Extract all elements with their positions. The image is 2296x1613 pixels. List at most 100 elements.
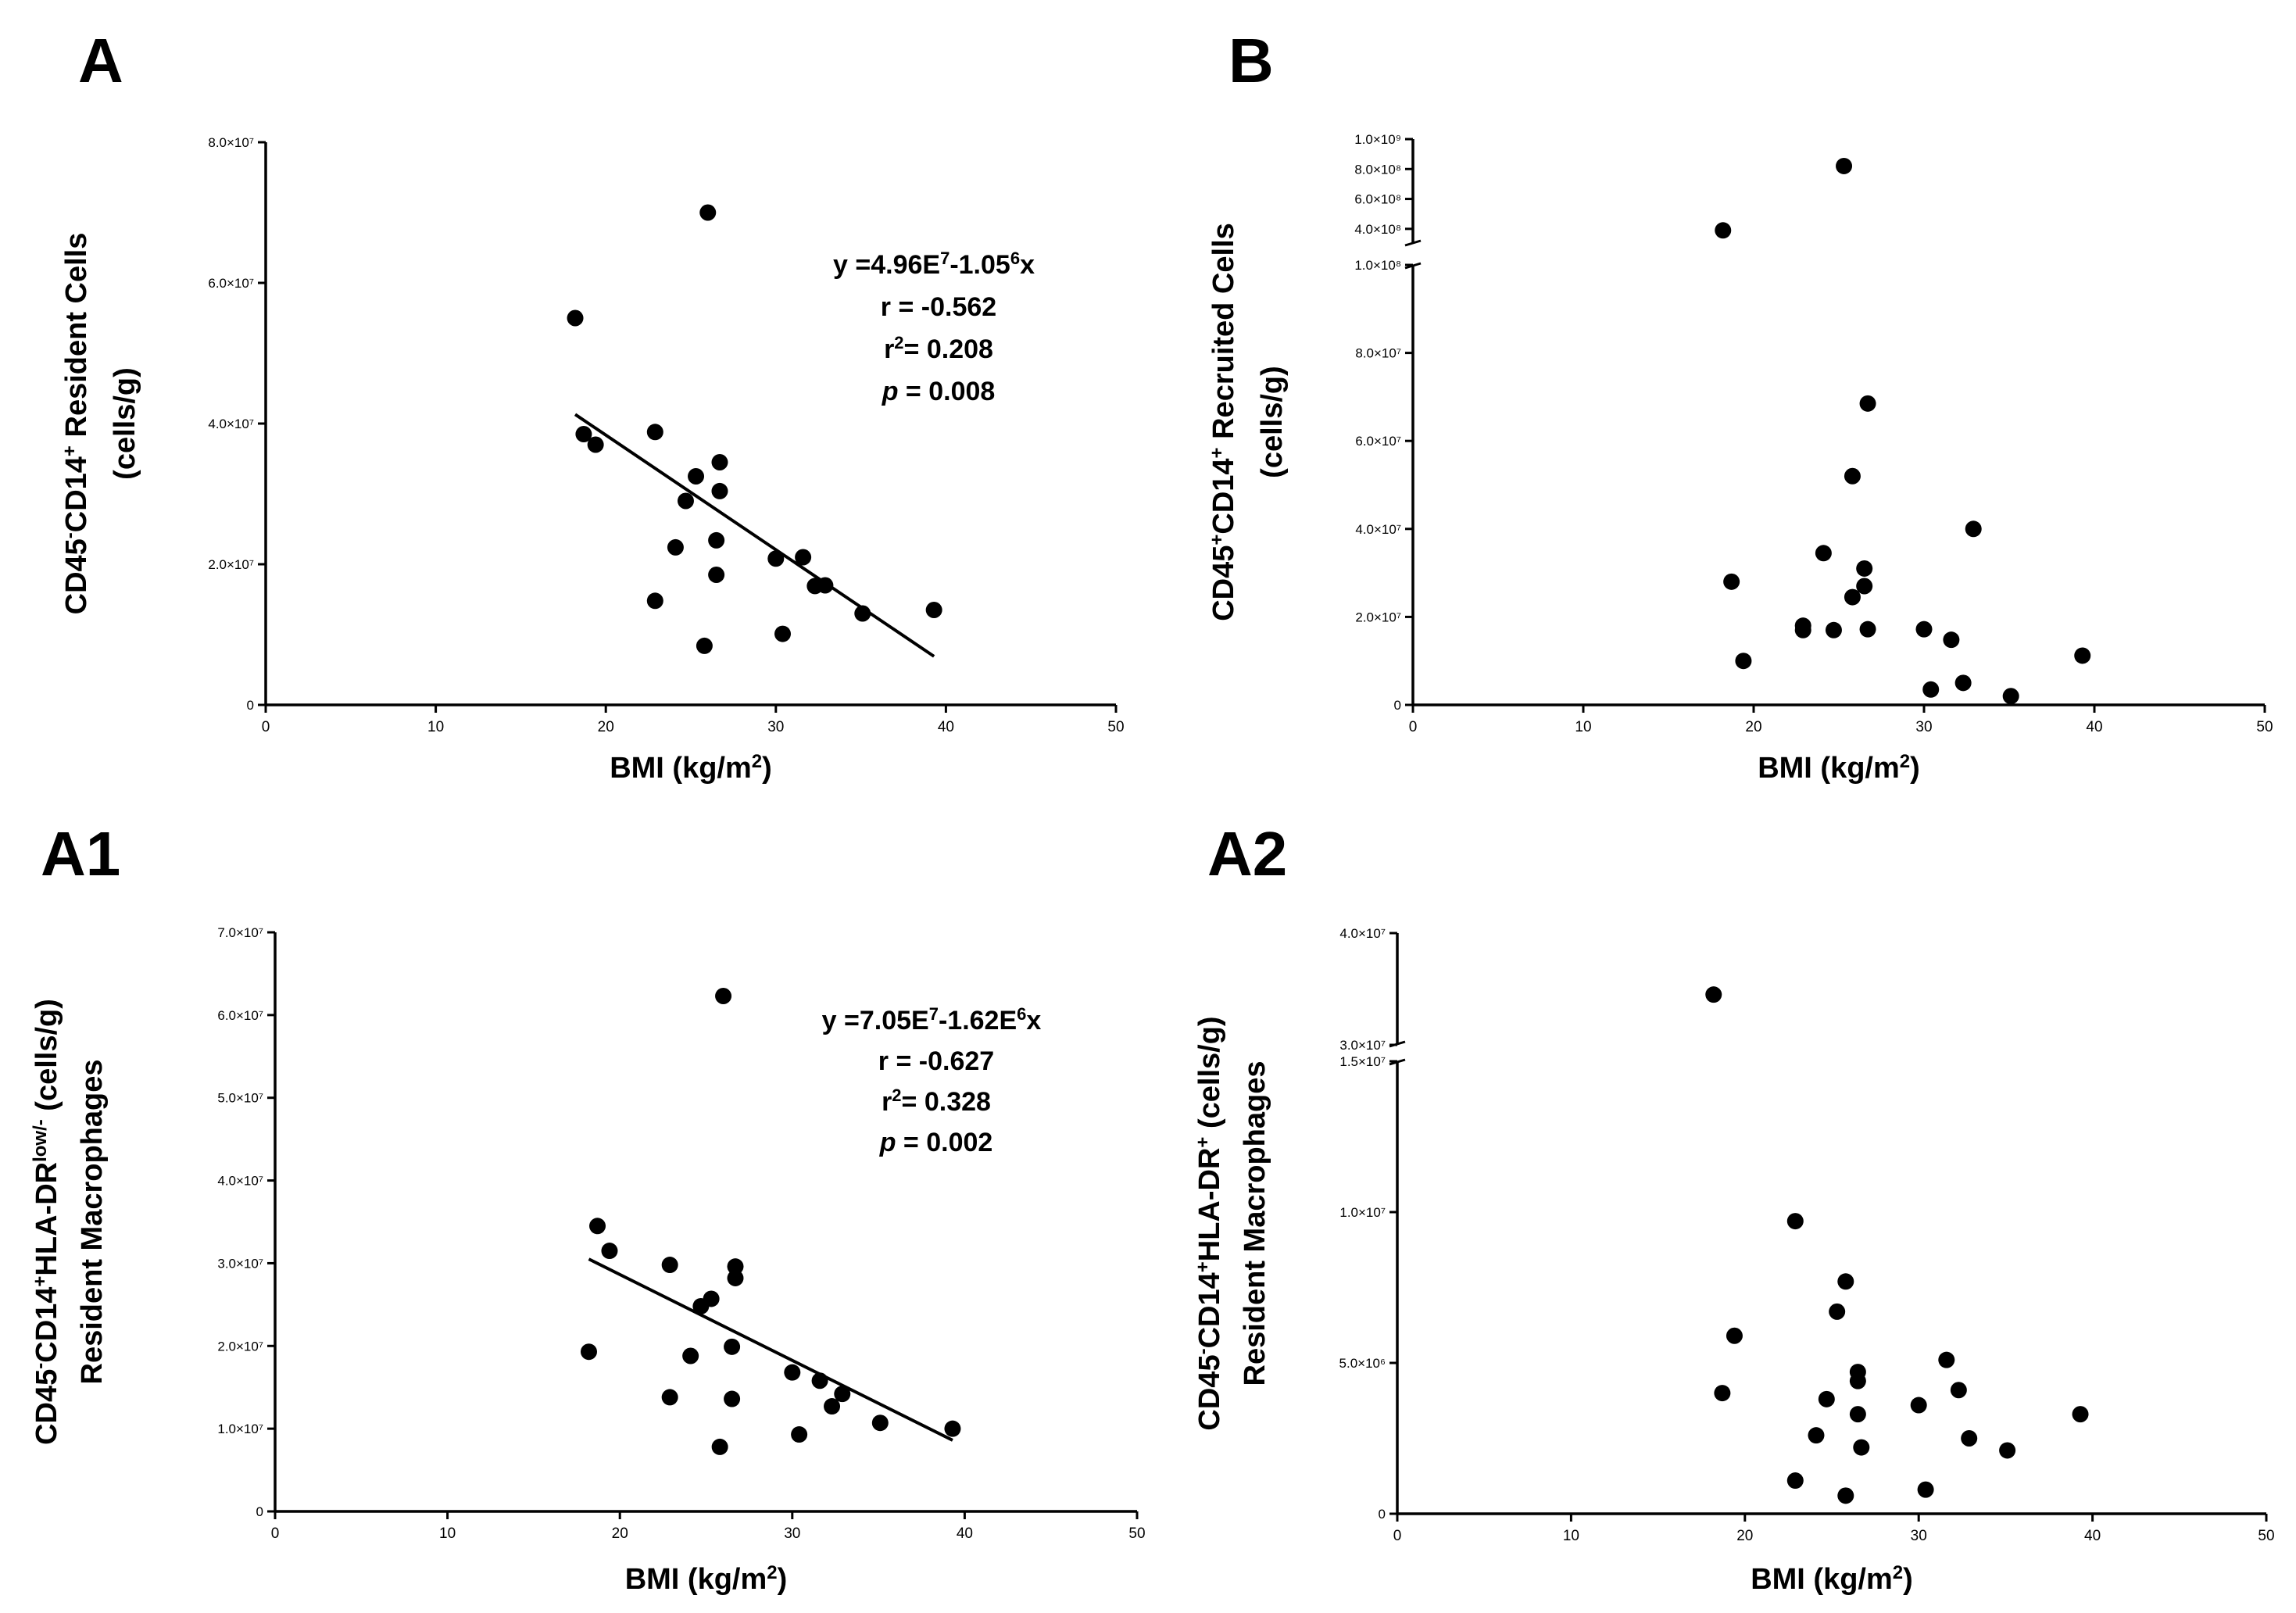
x-axis-title-part: BMI (kg/m — [1751, 1563, 1893, 1596]
data-point — [1808, 1427, 1825, 1444]
y-axis-title-part: HLA-DR — [1193, 1148, 1226, 1262]
regression-equation-sup: 7 — [940, 249, 950, 268]
data-point — [711, 482, 728, 499]
y-tick-label: 6.0×10⁷ — [1355, 434, 1401, 449]
x-tick-label: 30 — [1911, 1528, 1927, 1544]
data-point — [1954, 674, 1972, 692]
axis-break-mark — [1404, 239, 1422, 247]
data-point — [696, 637, 713, 654]
x-tick-label: 50 — [1107, 719, 1124, 735]
x-axis-title: BMI (kg/m2) — [1758, 751, 1920, 785]
data-point — [727, 1269, 744, 1286]
data-point — [1705, 986, 1722, 1003]
data-point — [1837, 1487, 1854, 1504]
r-squared-part: r — [882, 1087, 892, 1117]
panel-a1: A1 0 10 20 30 40 50 0 1.0×10⁷ 2.0×10⁷ 3.0×10⁷ 4.0×1… — [30, 819, 1146, 1596]
data-point — [575, 426, 592, 442]
regression-equation-part: y =7.05E — [822, 1006, 929, 1035]
x-tick-label: 10 — [1575, 719, 1591, 735]
x-tick-label: 20 — [612, 1525, 628, 1542]
p-value-symbol: p — [879, 1128, 896, 1157]
data-point — [784, 1364, 801, 1381]
regression-equation-part: x — [1020, 250, 1035, 280]
panel-a2-label: A2 — [1207, 819, 1287, 889]
y-axis-title-sup: + — [59, 445, 80, 456]
panel-b: B 0 10 20 30 40 50 0 2.0×10⁷ 4.0×10⁷ 6.0×10⁷ 8.0×10… — [1207, 26, 2273, 785]
x-tick-label: 0 — [1393, 1528, 1402, 1544]
x-tick-label: 50 — [2256, 719, 2273, 735]
regression-line — [574, 413, 935, 658]
regression-equation-part: x — [1026, 1006, 1041, 1035]
data-point — [1938, 1351, 1955, 1368]
y-axis-title-line2: (cells/g) — [109, 367, 141, 480]
x-tick-label: 10 — [1563, 1528, 1579, 1544]
x-tick-label: 30 — [1915, 719, 1932, 735]
p-value: p = 0.002 — [879, 1128, 993, 1157]
r-squared: r2= 0.328 — [882, 1085, 991, 1118]
data-point — [1950, 1382, 1967, 1399]
y-tick-label: 2.0×10⁷ — [217, 1339, 263, 1354]
data-point — [1714, 1385, 1731, 1402]
data-point — [817, 577, 834, 594]
data-point — [708, 531, 725, 549]
data-point — [1715, 222, 1732, 239]
y-axis-title-sup: - — [59, 532, 80, 538]
data-point — [1856, 578, 1873, 595]
x-tick-label: 30 — [784, 1525, 800, 1542]
data-point — [1849, 1406, 1866, 1423]
data-point — [824, 1398, 841, 1415]
x-axis-title: BMI (kg/m2) — [625, 1562, 788, 1597]
y-tick-label: 0 — [1394, 698, 1401, 713]
data-point — [1844, 467, 1861, 485]
p-value: p = 0.008 — [882, 377, 996, 406]
data-point — [1825, 621, 1842, 638]
x-axis-title-sup: 2 — [752, 751, 762, 772]
y-tick-label: 1.5×10⁷ — [1339, 1054, 1386, 1069]
x-tick-label: 20 — [598, 719, 614, 735]
y-tick-label: 1.0×10⁸ — [1354, 258, 1401, 273]
data-point — [1794, 617, 1811, 635]
x-axis-title-part: BMI (kg/m — [610, 752, 752, 785]
y-axis-title: CD45-CD14+ Resident Cells — [59, 233, 94, 615]
y-axis-title: CD45+CD14+ Recruited Cells — [1207, 223, 1241, 621]
x-axis-title-sup: 2 — [767, 1562, 777, 1583]
y-tick-label: 6.0×10⁸ — [1354, 192, 1401, 207]
panel-a1-label: A1 — [41, 819, 120, 889]
r-squared: r2= 0.208 — [884, 333, 993, 365]
y-axis-title-part: CD45 — [1193, 1354, 1226, 1430]
y-axis-title-sup: + — [1207, 447, 1228, 458]
x-tick-label: 0 — [262, 719, 270, 735]
data-point — [1915, 621, 1933, 638]
y-tick-label: 0 — [256, 1504, 263, 1519]
data-point — [1735, 653, 1752, 670]
y-tick-label: 7.0×10⁷ — [217, 925, 263, 940]
regression-equation: y =7.05E7-1.62E6x — [822, 1004, 1042, 1036]
x-tick-label: 40 — [938, 719, 954, 735]
y-axis-title-sup: - — [30, 1363, 51, 1369]
p-value-number: = 0.002 — [896, 1128, 992, 1157]
y-tick-label: 8.0×10⁷ — [1355, 346, 1401, 361]
y-axis-title-sup: + — [30, 1276, 51, 1287]
data-point — [1856, 560, 1873, 577]
p-value-number: = 0.008 — [898, 377, 995, 406]
y-axis-title-part: CD45 — [60, 538, 93, 614]
y-axis-title-sup: - — [1193, 1348, 1214, 1354]
data-point — [667, 538, 684, 556]
data-point — [834, 1386, 851, 1403]
y-tick-label: 8.0×10⁸ — [1354, 162, 1401, 177]
x-tick-label: 20 — [1745, 719, 1761, 735]
data-point — [580, 1343, 597, 1361]
x-tick-label: 40 — [957, 1525, 973, 1542]
y-axis-title-part: CD14 — [1193, 1272, 1226, 1348]
regression-equation-part: -1.62E — [939, 1006, 1017, 1035]
data-point — [1999, 1442, 2016, 1459]
data-point — [1836, 157, 1853, 174]
data-point — [677, 492, 694, 510]
y-axis-title-part: CD14 — [30, 1287, 63, 1363]
x-tick-label: 50 — [2258, 1528, 2274, 1544]
data-point — [1726, 1327, 1743, 1344]
y-tick-label: 4.0×10⁷ — [1355, 522, 1401, 537]
data-point — [944, 1420, 961, 1437]
x-axis-title: BMI (kg/m2) — [1751, 1562, 1913, 1597]
r-squared-sup: 2 — [892, 1085, 901, 1105]
